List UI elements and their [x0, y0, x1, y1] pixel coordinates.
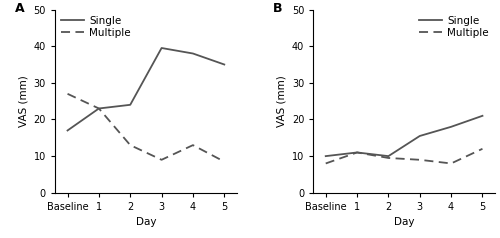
Multiple	[127, 144, 133, 147]
X-axis label: Day: Day	[394, 217, 414, 227]
Single	[354, 151, 360, 154]
Legend: Single, Multiple: Single, Multiple	[60, 15, 132, 39]
Multiple	[64, 92, 70, 95]
Single	[222, 63, 228, 66]
Multiple	[386, 157, 392, 159]
Multiple	[448, 162, 454, 165]
Y-axis label: VAS (mm): VAS (mm)	[276, 75, 286, 127]
Line: Single: Single	[326, 116, 482, 156]
Multiple	[158, 158, 164, 161]
Line: Multiple: Multiple	[68, 94, 224, 162]
Single	[417, 134, 423, 137]
Text: B: B	[273, 2, 282, 15]
Multiple	[417, 158, 423, 161]
Multiple	[480, 147, 486, 150]
Line: Multiple: Multiple	[326, 149, 482, 164]
Single	[386, 155, 392, 158]
Single	[127, 103, 133, 106]
Single	[64, 129, 70, 132]
Multiple	[96, 107, 102, 110]
Single	[190, 52, 196, 55]
Single	[96, 107, 102, 110]
Multiple	[354, 151, 360, 154]
Text: A: A	[15, 2, 24, 15]
Multiple	[322, 162, 328, 165]
Single	[448, 125, 454, 128]
Single	[322, 155, 328, 158]
Multiple	[222, 160, 228, 163]
Single	[158, 47, 164, 50]
Multiple	[190, 144, 196, 147]
Legend: Single, Multiple: Single, Multiple	[418, 15, 490, 39]
Single	[480, 114, 486, 117]
X-axis label: Day: Day	[136, 217, 156, 227]
Line: Single: Single	[68, 48, 224, 130]
Y-axis label: VAS (mm): VAS (mm)	[18, 75, 28, 127]
